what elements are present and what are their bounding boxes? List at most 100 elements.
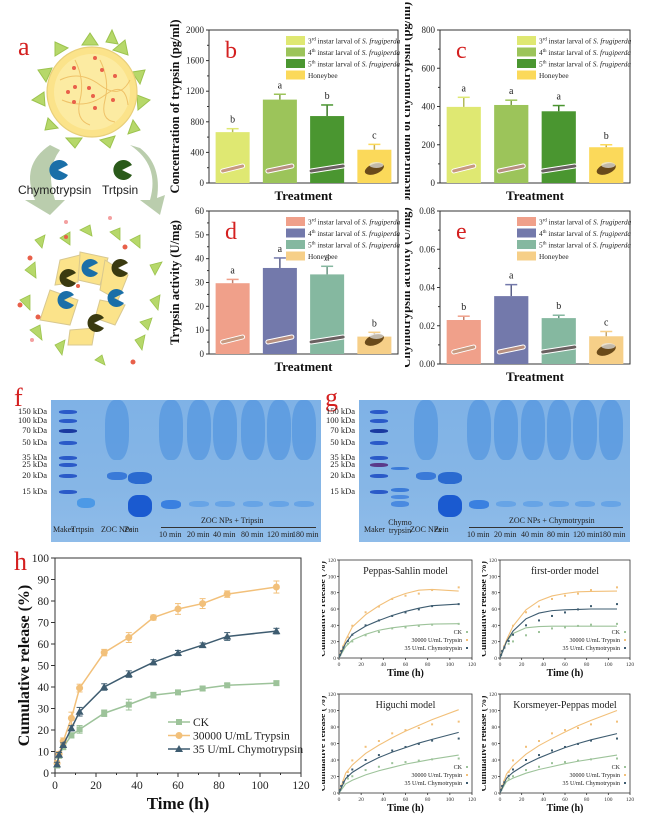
observed-point (590, 739, 592, 742)
observed-point (391, 762, 394, 765)
observed-point (512, 624, 514, 627)
y-tick-label: 40 (331, 758, 337, 764)
y-tick-label: 50 (195, 230, 205, 240)
observed-point (507, 777, 510, 780)
enzyme-band (391, 501, 409, 507)
legend-marker (624, 639, 626, 641)
observed-point (339, 788, 342, 791)
x-tick-label: 40 (541, 797, 547, 803)
data-point (149, 614, 157, 622)
data-point (55, 750, 64, 758)
panel-f-letter: f (14, 383, 23, 412)
y-tick-label: 60 (331, 742, 337, 748)
legend-label: Honeybee (539, 252, 569, 261)
protein-smear (292, 400, 316, 460)
y-tick-label: 90 (38, 575, 50, 587)
observed-point (417, 742, 420, 745)
data-point (68, 732, 75, 739)
legend-label: 30000 U/mL Trypsin (193, 731, 290, 743)
panel-a-schematic (17, 28, 165, 366)
legend-marker (466, 631, 468, 633)
marker-band (59, 456, 77, 460)
legend-label: CK (612, 765, 621, 771)
x-tick-label: 80 (425, 662, 431, 668)
model-title: first-order model (531, 566, 599, 577)
bar-1 (215, 132, 250, 183)
fit-curve-2 (338, 603, 459, 659)
marker-label-150kda: 150 kDa (325, 406, 355, 416)
observed-point (346, 642, 349, 645)
data-point (149, 658, 158, 666)
x-tick-label: 0 (499, 797, 502, 803)
observed-point (538, 619, 540, 622)
legend-swatch (517, 59, 536, 68)
observed-point (351, 640, 354, 643)
larva-icon (266, 164, 294, 173)
y-tick-label: 100 (328, 574, 337, 580)
marker-label-35kda: 35 kDa (330, 452, 355, 462)
observed-point (500, 653, 503, 656)
observed-point (590, 723, 592, 726)
zein-band (438, 495, 462, 517)
significance-letter: b (604, 131, 609, 142)
time-label: 10 min (467, 530, 490, 539)
model-title: Peppas-Sahlin model (363, 566, 448, 577)
observed-point (351, 633, 354, 636)
observed-point (507, 642, 510, 645)
observed-point (391, 614, 394, 617)
y-tick-label: 100 (32, 553, 50, 565)
protein-smear (267, 400, 291, 460)
larva-icon (266, 335, 294, 344)
legend-label: 3rd instar larval of S. frugiperda (539, 218, 632, 227)
observed-point (351, 624, 354, 627)
panel-letter-d: d (225, 219, 237, 245)
observed-point (346, 777, 349, 780)
legend-label: CK (454, 630, 463, 636)
observed-point (590, 589, 592, 592)
y-tick-label: 1600 (186, 56, 205, 66)
observed-point (431, 589, 434, 592)
observed-point (364, 769, 367, 772)
data-point (199, 600, 207, 608)
legend-swatch (517, 217, 536, 226)
digestion-group-label: ZOC NPs + Tripsin (201, 516, 264, 525)
observed-point (551, 732, 553, 735)
fit-curve-1 (499, 709, 618, 794)
x-tick-label: 100 (446, 662, 455, 668)
y-tick-label: 120 (489, 692, 498, 698)
marker-label-50kda: 50 kDa (22, 437, 47, 447)
observed-point (564, 594, 566, 597)
observed-point (364, 634, 367, 637)
y-tick-label: 60 (195, 206, 205, 216)
y-tick-label: 120 (328, 692, 337, 698)
observed-point (457, 622, 460, 625)
time-label: 120 min (573, 530, 600, 539)
observed-point (351, 775, 354, 778)
observed-point (342, 644, 345, 647)
significance-letter: c (604, 317, 609, 328)
legend-label: 4th instar larval of S. frugiperda (539, 48, 631, 57)
y-tick-label: 40 (195, 254, 205, 264)
legend-label: 5th instar larval of S. frugiperda (539, 241, 631, 250)
y-tick-label: 0 (200, 178, 205, 188)
observed-point (342, 781, 345, 784)
bee-wing-icon (369, 333, 384, 339)
legend-label: 5th instar larval of S. frugiperda (308, 60, 400, 69)
y-tick-label: 800 (191, 117, 205, 127)
observed-point (391, 749, 394, 752)
significance-letter: a (462, 83, 467, 94)
x-tick-label: 20 (90, 780, 102, 792)
legend-marker (466, 774, 468, 776)
observed-point (457, 603, 460, 606)
significance-letter: a (509, 86, 514, 97)
legend-label: 30000 U/mL Trypsin (570, 773, 620, 779)
protein-smear (599, 400, 623, 460)
y-tick-label: 100 (489, 574, 498, 580)
lane-label: Chymo trypsin (388, 518, 412, 535)
observed-point (525, 634, 527, 637)
legend-label: 3rd instar larval of S. frugiperda (308, 37, 401, 46)
legend-swatch (286, 251, 305, 261)
larva-icon (309, 164, 345, 173)
observed-point (364, 759, 367, 761)
marker-band (370, 441, 388, 445)
